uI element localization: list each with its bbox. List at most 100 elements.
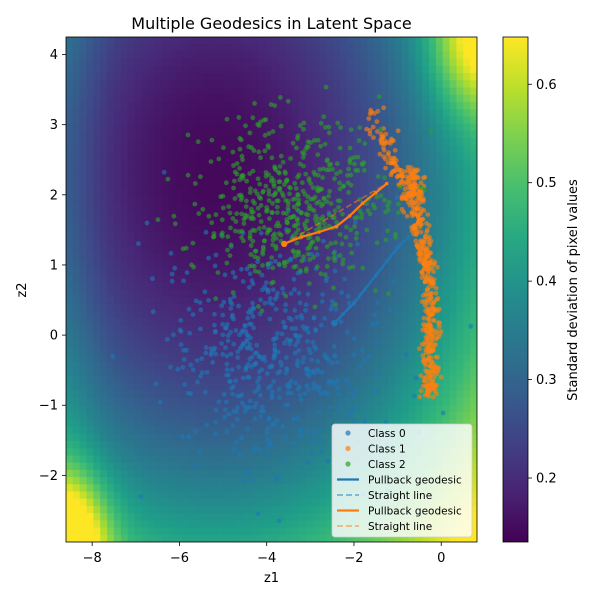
data-point	[228, 351, 234, 357]
heatmap-cell	[470, 448, 477, 457]
heatmap-cell	[66, 332, 74, 341]
heatmap-cell	[470, 109, 477, 117]
heatmap-cell	[189, 145, 197, 154]
heatmap-cell	[422, 404, 430, 413]
heatmap-cell	[100, 275, 108, 283]
heatmap-cell	[305, 217, 314, 226]
heatmap-cell	[250, 376, 259, 384]
heatmap-cell	[86, 94, 94, 103]
heatmap-cell	[223, 491, 231, 500]
heatmap-cell	[120, 51, 129, 60]
heatmap-cell	[374, 253, 382, 262]
heatmap-cell	[155, 520, 163, 529]
heatmap-cell	[216, 195, 225, 204]
heatmap-cell	[100, 311, 108, 319]
heatmap-cell	[285, 152, 293, 161]
heatmap-cell	[113, 166, 122, 175]
heatmap-cell	[72, 520, 81, 529]
heatmap-cell	[203, 224, 211, 233]
heatmap-cell	[456, 368, 464, 377]
data-point	[175, 366, 181, 372]
heatmap-cell	[182, 361, 190, 370]
heatmap-cell	[237, 87, 245, 96]
heatmap-cell	[340, 361, 348, 370]
heatmap-cell	[134, 426, 142, 435]
heatmap-cell	[203, 239, 211, 247]
heatmap-cell	[257, 275, 266, 283]
heatmap-cell	[72, 354, 81, 363]
heatmap-cell	[86, 195, 94, 204]
heatmap-cell	[401, 80, 410, 89]
heatmap-cell	[230, 145, 238, 154]
heatmap-cell	[250, 174, 259, 182]
heatmap-cell	[353, 231, 362, 240]
heatmap-cell	[113, 469, 122, 478]
heatmap-cell	[264, 513, 273, 521]
heatmap-cell	[340, 87, 348, 96]
heatmap-cell	[415, 58, 423, 67]
heatmap-cell	[86, 491, 94, 500]
heatmap-cell	[155, 441, 163, 449]
heatmap-cell	[134, 340, 142, 348]
heatmap-cell	[93, 58, 101, 67]
heatmap-cell	[79, 426, 88, 435]
heatmap-cell	[326, 260, 334, 269]
heatmap-cell	[244, 166, 252, 175]
heatmap-cell	[408, 145, 416, 154]
data-point	[321, 238, 326, 244]
heatmap-cell	[298, 303, 307, 312]
heatmap-cell	[250, 116, 259, 125]
heatmap-cell	[86, 520, 94, 529]
data-point	[403, 352, 409, 358]
heatmap-cell	[305, 296, 314, 305]
heatmap-cell	[237, 159, 245, 168]
heatmap-cell	[66, 109, 74, 117]
heatmap-cell	[196, 73, 204, 81]
heatmap-cell	[435, 181, 444, 190]
heatmap-cell	[257, 347, 266, 356]
heatmap-cell	[374, 289, 382, 298]
data-point	[336, 392, 342, 397]
heatmap-cell	[230, 498, 238, 507]
heatmap-cell	[326, 202, 334, 211]
heatmap-cell	[127, 130, 136, 139]
heatmap-cell	[470, 527, 477, 536]
heatmap-cell	[333, 109, 341, 117]
heatmap-cell	[449, 332, 458, 341]
heatmap-cell	[285, 174, 293, 182]
heatmap-cell	[374, 354, 382, 363]
heatmap-cell	[161, 527, 170, 536]
heatmap-cell	[93, 527, 101, 536]
heatmap-cell	[120, 195, 129, 204]
heatmap-cell	[422, 116, 430, 125]
data-point	[194, 358, 200, 363]
heatmap-cell	[93, 94, 101, 103]
heatmap-cell	[319, 51, 327, 60]
heatmap-cell	[203, 397, 211, 406]
heatmap-cell	[66, 419, 74, 428]
heatmap-cell	[134, 534, 142, 542]
data-point	[208, 346, 214, 351]
heatmap-cell	[79, 65, 88, 74]
heatmap-cell	[113, 94, 122, 103]
heatmap-cell	[401, 534, 410, 542]
data-point	[351, 336, 357, 342]
heatmap-cell	[216, 498, 225, 507]
heatmap-cell	[353, 275, 362, 283]
heatmap-cell	[250, 513, 259, 521]
heatmap-cell	[155, 498, 163, 507]
data-point	[436, 324, 442, 329]
heatmap-cell	[250, 181, 259, 190]
heatmap-cell	[182, 109, 190, 117]
heatmap-cell	[127, 484, 136, 493]
heatmap-cell	[449, 368, 458, 377]
heatmap-cell	[292, 303, 300, 312]
heatmap-cell	[312, 520, 321, 529]
heatmap-cell	[387, 109, 396, 117]
heatmap-cell	[120, 37, 129, 45]
data-point	[255, 511, 261, 516]
heatmap-cell	[237, 116, 245, 125]
heatmap-cell	[66, 282, 74, 291]
heatmap-cell	[374, 210, 382, 218]
heatmap-cell	[470, 174, 477, 182]
